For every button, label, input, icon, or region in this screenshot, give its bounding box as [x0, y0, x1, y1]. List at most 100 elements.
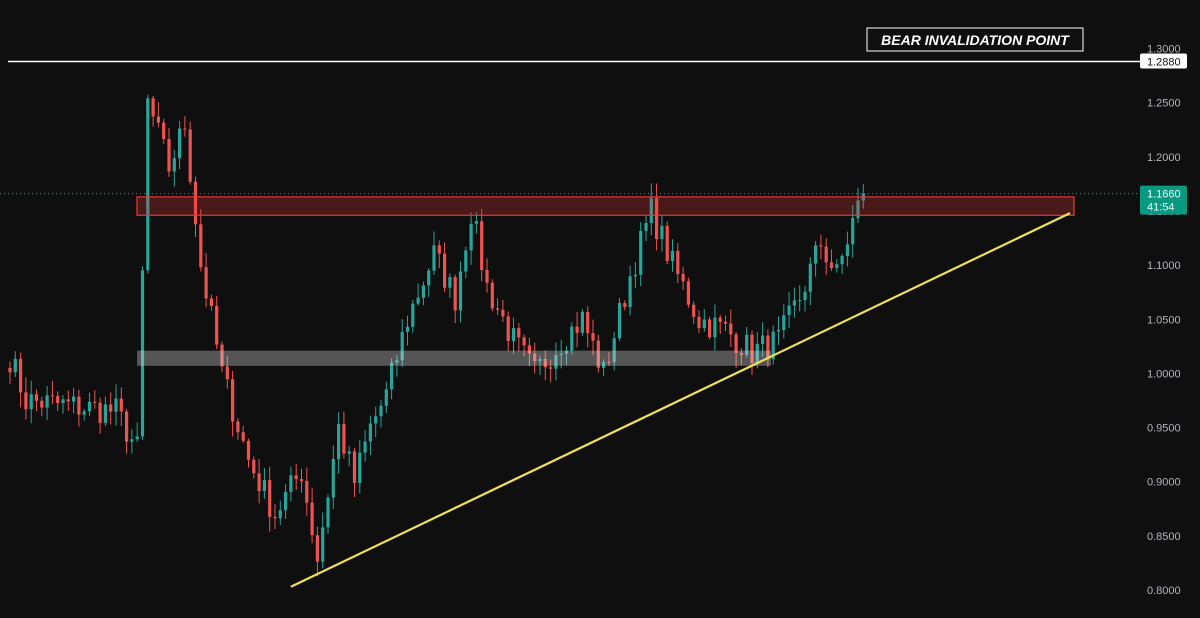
candle-body	[723, 321, 728, 324]
candle-body	[829, 262, 834, 268]
candle-body	[633, 274, 637, 277]
candle-body	[374, 416, 378, 424]
candle-body	[151, 98, 155, 117]
candle-body	[358, 452, 362, 483]
candle-body	[564, 350, 569, 354]
candle-body	[363, 441, 367, 453]
y-tick-label: 1.2000	[1147, 152, 1181, 164]
candle-body	[496, 308, 500, 310]
candle-body	[713, 317, 717, 338]
candle-body	[305, 481, 309, 503]
candle-body	[400, 331, 404, 361]
candle-body	[331, 459, 335, 498]
candle-body	[125, 411, 129, 442]
candle-body	[156, 116, 160, 123]
candle-body	[61, 399, 65, 403]
candle-body	[13, 358, 17, 373]
candle-body	[178, 128, 182, 159]
candle-body	[469, 223, 473, 251]
candle-body	[824, 246, 828, 263]
candle-body	[443, 253, 447, 288]
candle-body	[384, 389, 388, 406]
candle-body	[432, 245, 436, 271]
candle-body	[347, 451, 351, 454]
y-tick-label: 1.1000	[1147, 260, 1181, 272]
candle-body	[310, 502, 314, 536]
annotation-box: BEAR INVALIDATION POINT	[866, 27, 1084, 52]
candle-body	[739, 352, 743, 355]
candle-body	[559, 353, 563, 356]
candle-body	[416, 297, 420, 304]
y-tick-label: 0.8500	[1147, 531, 1181, 543]
candle-body	[798, 300, 802, 302]
candle-body	[135, 436, 139, 440]
candle-body	[337, 424, 341, 460]
candle-body	[808, 263, 812, 292]
candle-body	[660, 225, 664, 240]
candle-body	[103, 404, 107, 423]
candle-body	[193, 181, 198, 225]
candle-body	[162, 122, 166, 140]
candle-body	[676, 250, 680, 274]
candle-body	[204, 267, 208, 299]
overlays-layer	[0, 60, 1140, 588]
candle-body	[761, 335, 765, 344]
candle-body	[82, 411, 86, 415]
candle-body	[755, 343, 759, 363]
candle-body	[729, 323, 733, 335]
candle-body	[140, 270, 145, 437]
candle-body	[215, 305, 219, 345]
candle-body	[835, 264, 839, 268]
candle-body	[522, 337, 526, 346]
candle-body	[480, 221, 484, 270]
candle-body	[511, 328, 516, 342]
candle-body	[56, 395, 60, 403]
candle-body	[570, 326, 574, 351]
candle-body	[352, 451, 357, 483]
current-price-label: 1.1660	[1147, 189, 1181, 201]
candle-body	[199, 224, 203, 268]
level-price-label: 1.2880	[1147, 56, 1181, 68]
candle-body	[580, 311, 584, 333]
candle-body	[845, 244, 849, 257]
candle-body	[649, 198, 653, 224]
candle-body	[501, 309, 505, 317]
candle-body	[34, 394, 39, 401]
candle-body	[427, 270, 431, 286]
candle-body	[8, 367, 12, 373]
y-tick-label: 0.8000	[1147, 585, 1181, 597]
candle-body	[72, 396, 76, 402]
candle-body	[543, 358, 547, 368]
candle-body	[167, 139, 171, 172]
candle-body	[405, 326, 410, 332]
candle-body	[602, 361, 606, 368]
candle-body	[575, 326, 579, 333]
candle-body	[708, 319, 712, 338]
resistance-zone	[136, 196, 1075, 216]
candle-body	[66, 399, 70, 402]
candle-body	[697, 316, 701, 329]
support-zone	[137, 350, 771, 366]
candle-body	[368, 423, 372, 442]
candle-body	[209, 298, 213, 306]
current-price-badge	[1140, 185, 1187, 215]
candle-body	[464, 250, 468, 272]
candle-body	[98, 402, 102, 423]
candle-body	[225, 366, 229, 380]
candle-body	[549, 367, 553, 369]
candle-body	[639, 230, 643, 275]
candle-body	[607, 361, 611, 363]
candle-body	[776, 329, 781, 332]
candle-body	[411, 303, 415, 327]
candle-body	[840, 256, 844, 265]
y-tick-label: 1.0500	[1147, 314, 1181, 326]
candle-body	[814, 245, 818, 264]
candle-body	[718, 317, 722, 322]
candle-body	[130, 439, 134, 442]
candle-body	[453, 277, 457, 311]
candle-body	[246, 440, 251, 460]
candle-body	[315, 535, 319, 562]
candle-body	[766, 335, 770, 360]
